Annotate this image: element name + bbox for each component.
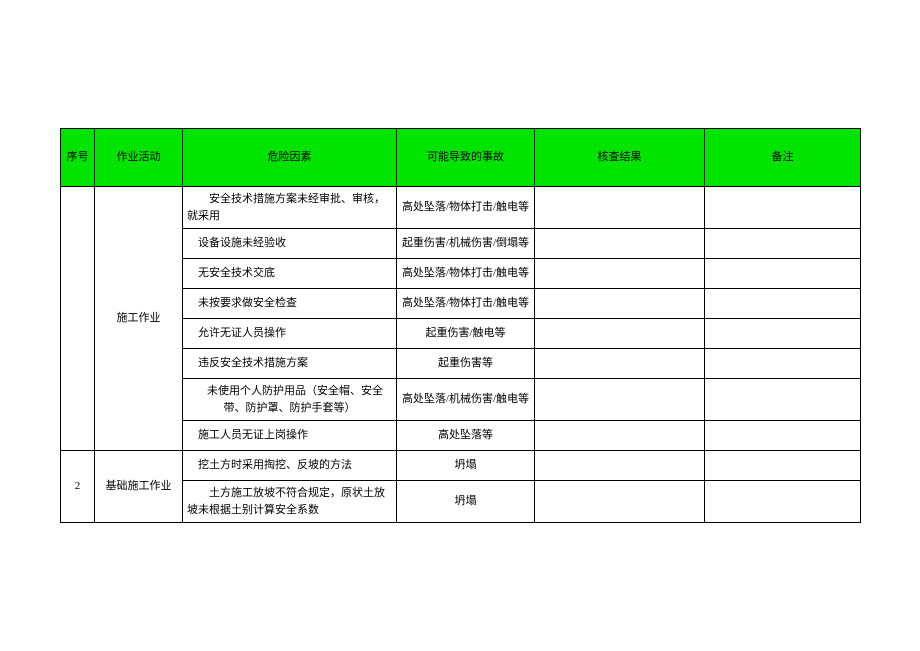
col-header-acc: 可能导致的事故 (397, 129, 535, 187)
cell-result (535, 187, 705, 229)
table-row: 2基础施工作业挖土方时采用掏挖、反坡的方法坍塌 (61, 451, 861, 481)
table-body: 施工作业 安全技术措施方案未经审批、审核，就采用高处坠落/物体打击/触电等设备设… (61, 187, 861, 523)
cell-note (705, 451, 861, 481)
cell-seq: 2 (61, 451, 95, 523)
cell-activity: 施工作业 (95, 187, 183, 451)
cell-risk: 未使用个人防护用品（安全帽、安全带、防护罩、防护手套等） (183, 379, 397, 421)
cell-note (705, 421, 861, 451)
cell-result (535, 349, 705, 379)
cell-risk: 施工人员无证上岗操作 (183, 421, 397, 451)
cell-risk: 设备设施未经验收 (183, 229, 397, 259)
cell-result (535, 481, 705, 523)
cell-accident: 起重伤害/触电等 (397, 319, 535, 349)
cell-seq (61, 187, 95, 451)
cell-note (705, 481, 861, 523)
cell-accident: 高处坠落/物体打击/触电等 (397, 259, 535, 289)
cell-result (535, 421, 705, 451)
cell-note (705, 187, 861, 229)
cell-risk: 土方施工放坡不符合规定，原状土放坡未根据土别计算安全系数 (183, 481, 397, 523)
cell-note (705, 319, 861, 349)
cell-note (705, 349, 861, 379)
cell-result (535, 379, 705, 421)
cell-result (535, 229, 705, 259)
cell-accident: 高处坠落等 (397, 421, 535, 451)
table-row: 施工作业 安全技术措施方案未经审批、审核，就采用高处坠落/物体打击/触电等 (61, 187, 861, 229)
cell-accident: 高处坠落/物体打击/触电等 (397, 289, 535, 319)
table-header: 序号作业活动危险因素可能导致的事故核查结果备注 (61, 129, 861, 187)
cell-accident: 坍塌 (397, 481, 535, 523)
cell-accident: 高处坠落/物体打击/触电等 (397, 187, 535, 229)
cell-risk: 允许无证人员操作 (183, 319, 397, 349)
cell-accident: 高处坠落/机械伤害/触电等 (397, 379, 535, 421)
cell-accident: 坍塌 (397, 451, 535, 481)
cell-result (535, 451, 705, 481)
cell-risk: 挖土方时采用掏挖、反坡的方法 (183, 451, 397, 481)
cell-accident: 起重伤害/机械伤害/倒塌等 (397, 229, 535, 259)
col-header-note: 备注 (705, 129, 861, 187)
cell-risk: 违反安全技术措施方案 (183, 349, 397, 379)
risk-table: 序号作业活动危险因素可能导致的事故核查结果备注 施工作业 安全技术措施方案未经审… (60, 128, 861, 523)
cell-note (705, 229, 861, 259)
document-page: 序号作业活动危险因素可能导致的事故核查结果备注 施工作业 安全技术措施方案未经审… (60, 128, 860, 523)
cell-risk: 安全技术措施方案未经审批、审核，就采用 (183, 187, 397, 229)
cell-activity: 基础施工作业 (95, 451, 183, 523)
cell-risk: 未按要求做安全检查 (183, 289, 397, 319)
cell-result (535, 259, 705, 289)
col-header-res: 核查结果 (535, 129, 705, 187)
cell-note (705, 259, 861, 289)
cell-result (535, 289, 705, 319)
cell-note (705, 379, 861, 421)
col-header-act: 作业活动 (95, 129, 183, 187)
cell-note (705, 289, 861, 319)
cell-risk: 无安全技术交底 (183, 259, 397, 289)
col-header-seq: 序号 (61, 129, 95, 187)
col-header-risk: 危险因素 (183, 129, 397, 187)
cell-accident: 起重伤害等 (397, 349, 535, 379)
cell-result (535, 319, 705, 349)
